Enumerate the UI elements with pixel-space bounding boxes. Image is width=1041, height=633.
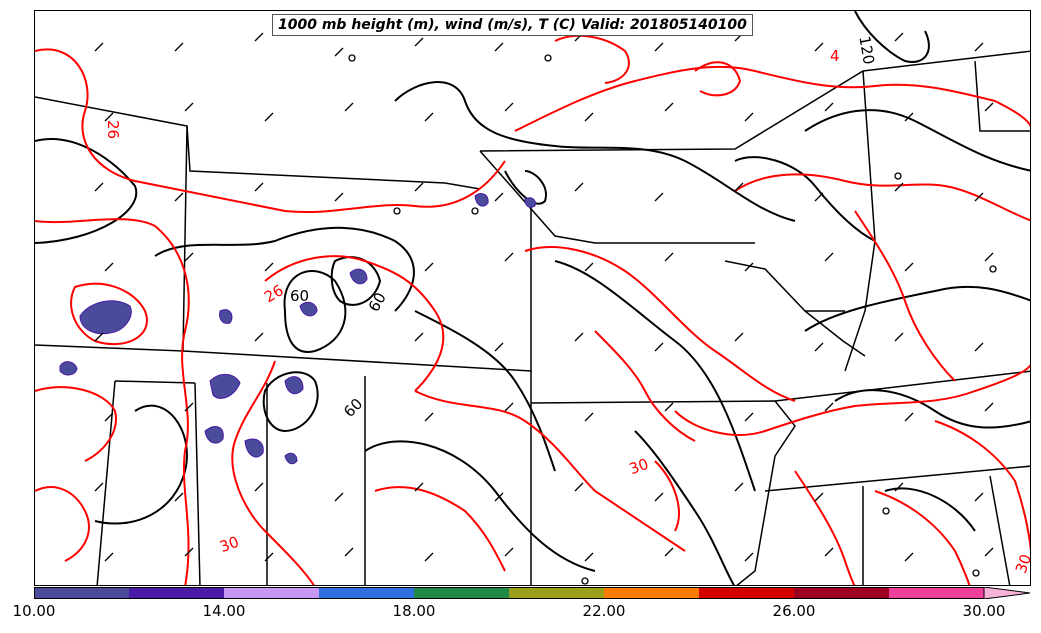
colorbar-outline — [34, 587, 985, 599]
colorbar-tick-label: 22.00 — [582, 602, 626, 620]
colorbar-segment — [414, 587, 509, 599]
colorbar-extension — [983, 587, 1031, 599]
colorbar-segment — [129, 587, 224, 599]
colorbar-tick-label: 30.00 — [962, 602, 1006, 620]
colorbar-segment — [319, 587, 414, 599]
temperature-label: 26 — [261, 281, 287, 306]
map-title: 1000 mb height (m), wind (m/s), T (C) Va… — [272, 14, 753, 36]
colorbar-tick-label: 14.00 — [202, 602, 246, 620]
temperature-label: 30 — [217, 533, 241, 556]
colorbar-segment — [889, 587, 984, 599]
state-boundaries — [35, 50, 1030, 585]
colorbar-segment — [224, 587, 319, 599]
colorbar-segment — [509, 587, 604, 599]
colorbar-tick-label: 26.00 — [772, 602, 816, 620]
contour-labels: 26 26 30 30 30 4 60 60 60 120 — [104, 35, 1031, 576]
colorbar-segment — [794, 587, 889, 599]
temperature-label: 30 — [627, 455, 651, 478]
wind-barbs — [94, 32, 994, 562]
colorbar-segment — [699, 587, 794, 599]
temperature-label: 30 — [1012, 552, 1031, 576]
temperature-label: 26 — [104, 120, 122, 139]
colorbar-segment — [34, 587, 129, 599]
precipitation-shading — [59, 193, 536, 465]
height-label: 120 — [855, 35, 878, 66]
colorbar — [34, 587, 1031, 599]
height-contours — [35, 11, 1030, 585]
temperature-contours — [35, 34, 1030, 585]
colorbar-tick-label: 10.00 — [12, 602, 56, 620]
colorbar-segment — [604, 587, 699, 599]
map-canvas: 26 26 30 30 30 4 60 60 60 120 — [35, 11, 1031, 585]
height-label: 60 — [365, 289, 390, 315]
map-panel: 26 26 30 30 30 4 60 60 60 120 — [34, 10, 1031, 586]
temperature-label: 4 — [830, 47, 840, 65]
height-label: 60 — [340, 395, 366, 421]
height-label: 60 — [290, 287, 309, 305]
colorbar-tick-label: 18.00 — [392, 602, 436, 620]
calm-wind-markers — [348, 54, 997, 585]
